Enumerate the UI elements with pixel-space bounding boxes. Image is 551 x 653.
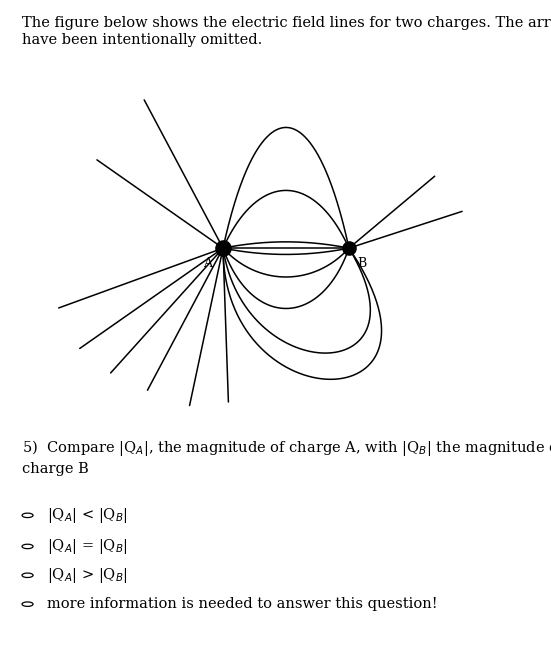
Text: |Q$_A$| < |Q$_B$|: |Q$_A$| < |Q$_B$| <box>47 506 127 525</box>
Text: more information is needed to answer this question!: more information is needed to answer thi… <box>47 597 437 611</box>
Text: A: A <box>203 257 213 270</box>
Point <box>344 243 353 253</box>
Point <box>219 243 228 253</box>
Text: 5)  Compare |Q$_A$|, the magnitude of charge A, with |Q$_B$| the magnitude of
ch: 5) Compare |Q$_A$|, the magnitude of cha… <box>22 438 551 476</box>
Text: |Q$_A$| = |Q$_B$|: |Q$_A$| = |Q$_B$| <box>47 537 127 556</box>
Text: B: B <box>358 257 366 270</box>
Text: |Q$_A$| > |Q$_B$|: |Q$_A$| > |Q$_B$| <box>47 565 127 585</box>
Text: The figure below shows the electric field lines for two charges. The arrows
have: The figure below shows the electric fiel… <box>22 16 551 46</box>
